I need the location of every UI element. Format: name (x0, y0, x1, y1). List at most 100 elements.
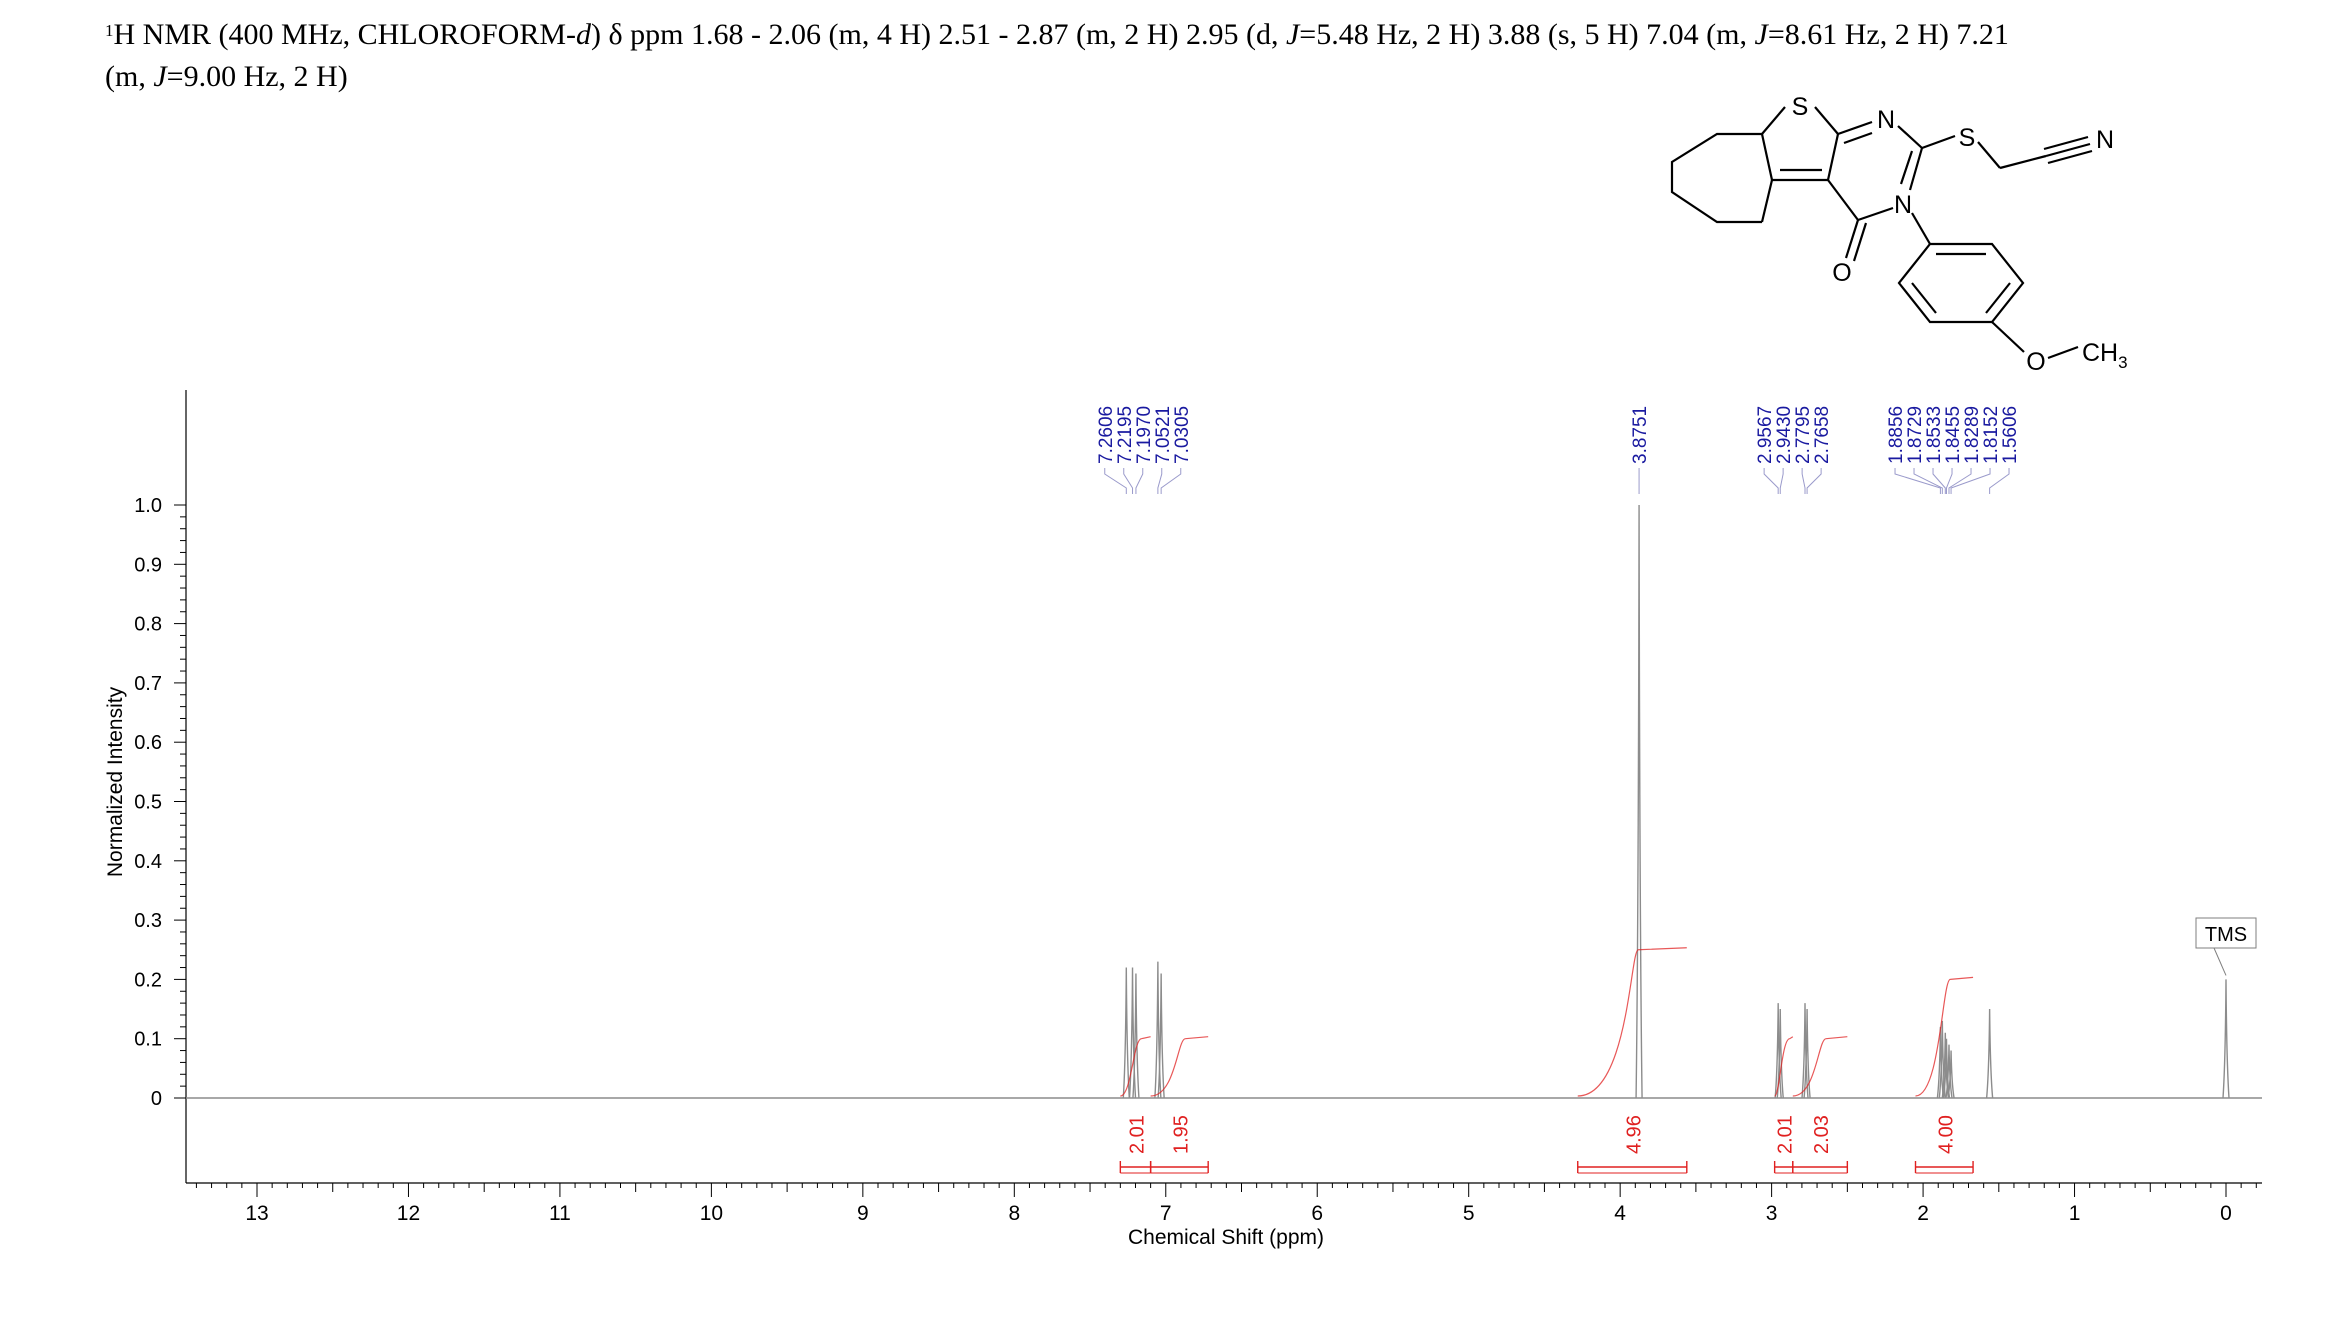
peak-shift-label: 7.2606 (1096, 406, 1117, 464)
spectrum-peak (1803, 1009, 1811, 1099)
ring-fusion-bond (1760, 133, 1774, 181)
y-tick-label: 0.8 (134, 614, 162, 636)
peak-shift-label: 1.8533 (1924, 406, 1945, 464)
header-text-4: =5.48 Hz, 2 H) 3.88 (s, 5 H) 7.04 (m, (1299, 18, 1755, 51)
peak-leader-line (1894, 468, 1941, 494)
y-tick-label: 1.0 (134, 495, 162, 517)
integral-curve (1792, 1036, 1848, 1097)
spectrum-peak (1947, 1050, 1955, 1099)
peak-shift-label: 1.8729 (1905, 406, 1926, 464)
x-tick-label: 1 (2069, 1202, 2081, 1225)
y-tick-label: 0 (151, 1088, 162, 1110)
coupling-j-label: J (1285, 18, 1300, 51)
integral-value-label: 2.03 (1811, 1115, 1833, 1154)
spectrum-peak (1776, 1009, 1784, 1099)
tms-label-box (2195, 917, 2257, 949)
peak-shift-label: 7.0305 (1172, 406, 1193, 464)
peak-leader-line (1763, 468, 1779, 494)
thiophene-bond (1761, 106, 1786, 135)
peak-shift-label: 2.7795 (1793, 406, 1814, 464)
spectrum-description: 1H NMR (400 MHz, CHLOROFORM-d) δ ppm 1.6… (105, 10, 2305, 98)
integral-value-label: 2.01 (1126, 1115, 1148, 1154)
delta-symbol: δ (608, 18, 623, 51)
spectrum-peak (1122, 967, 1130, 1099)
spectrum-trace (186, 504, 2262, 1099)
cyclohexane-ring-bond (1670, 132, 1762, 224)
integral-value-label: 4.00 (1935, 1115, 1957, 1154)
peak-leader-line (1801, 468, 1806, 494)
peak-shift-label: 7.0521 (1153, 406, 1174, 464)
thiophene-bond (1826, 133, 1840, 181)
x-tick-label: 9 (857, 1202, 869, 1225)
chart-annotations: TMS (2195, 917, 2257, 976)
tms-leader-line (2213, 947, 2227, 976)
pyrimidine-bond (1857, 206, 1894, 222)
peak-leader-line (1948, 468, 1972, 494)
methoxy-oxygen-atom: O (2026, 348, 2045, 376)
peak-leader-line (1950, 468, 1991, 494)
y-axis-ticks: 0 0.1 0.2 0.3 0.4 0.5 0.6 0.7 0.8 0.9 1.0 (134, 495, 186, 1110)
coupling-j-label: J (153, 60, 167, 93)
x-tick-label: 0 (2220, 1202, 2232, 1225)
integral-regions: 2.01 1.95 4.96 2.01 2.03 4.00 (1119, 947, 1974, 1174)
pyrimidine-n1-atom: N (1877, 106, 1895, 134)
header-text-2: ) (591, 18, 609, 51)
pyrimidine-n3-atom: N (1894, 191, 1912, 219)
double-bond-inner (1843, 131, 1873, 145)
header-text-5: =8.61 Hz, 2 H) 7.21 (1767, 18, 2009, 51)
y-tick-label: 0.1 (134, 1029, 162, 1051)
thioether-bond (1977, 141, 2001, 169)
peak-leader-line (1913, 468, 1943, 494)
carbonyl-bond (1844, 219, 1860, 259)
methylene-bond (1999, 154, 2047, 170)
integral-value-label: 2.01 (1775, 1115, 1797, 1154)
methoxy-bond (1991, 321, 2025, 353)
spectrum-peak (1942, 1038, 1951, 1099)
peak-leader-line (1806, 468, 1822, 494)
spectrum-peak (1945, 1044, 1953, 1099)
pyrimidine-bond (1837, 120, 1873, 136)
double-bond-inner (1899, 150, 1914, 185)
y-tick-label: 0.3 (134, 910, 162, 932)
peak-leader-line (1779, 468, 1784, 494)
peak-leader-line (1135, 468, 1144, 494)
thioether-bond (1921, 134, 1956, 150)
integral-curve (1577, 947, 1687, 1097)
nucleus-mass-number: 1 (105, 21, 114, 40)
peak-shift-label: 3.8751 (1630, 406, 1651, 464)
benzene-ring (1897, 242, 2025, 324)
peak-leader-line (1989, 468, 2010, 494)
peak-leader-line (1932, 468, 1946, 494)
pyrimidine-bond (1908, 147, 1924, 191)
integral-curve (1120, 1036, 1151, 1097)
x-tick-label: 7 (1160, 1202, 1172, 1225)
y-tick-label: 0.5 (134, 792, 162, 814)
x-axis-ticks: 13 12 11 10 9 8 7 6 5 4 3 2 1 0 (195, 1183, 2257, 1225)
integral-value-label: 1.95 (1170, 1115, 1192, 1154)
peak-shift-label: 1.8455 (1943, 406, 1964, 464)
nitrile-triple-bond (2043, 135, 2089, 151)
peak-leader-line (1157, 468, 1163, 494)
peak-shift-label: 7.2195 (1115, 406, 1136, 464)
pyrimidine-bond (1827, 179, 1859, 221)
spectrum-peak (1157, 973, 1165, 1099)
y-tick-label: 0.9 (134, 554, 162, 576)
x-tick-label: 12 (397, 1202, 420, 1225)
y-tick-label: 0.2 (134, 969, 162, 991)
x-tick-label: 11 (549, 1202, 571, 1225)
n-aryl-bond (1911, 212, 1931, 245)
double-bond-inner (1985, 282, 2011, 314)
ring-sulfur-atom: S (1792, 93, 1809, 121)
x-tick-label: 13 (245, 1202, 268, 1225)
y-tick-label: 0.7 (134, 673, 162, 695)
nitrile-nitrogen-atom: N (2096, 126, 2114, 154)
peak-shift-label: 2.7658 (1812, 406, 1833, 464)
header-text-6: (m, (105, 60, 154, 93)
x-tick-label: 6 (1311, 1202, 1323, 1225)
spectrum-peak (2222, 979, 2230, 1099)
x-tick-label: 4 (1614, 1202, 1626, 1225)
peak-leader-line (1160, 468, 1182, 494)
nitrile-triple-bond (2045, 142, 2091, 158)
spectrum-peak (1801, 1003, 1809, 1099)
